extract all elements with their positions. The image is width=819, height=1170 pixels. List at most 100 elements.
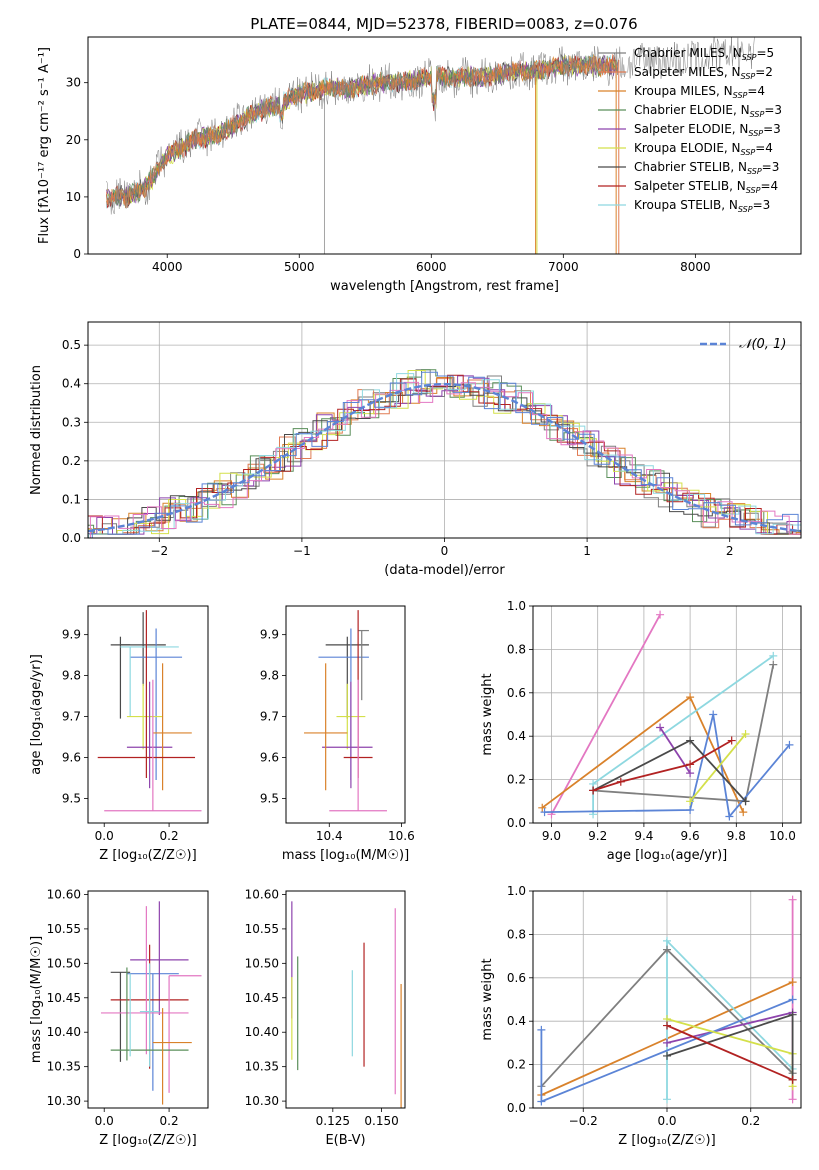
x-tick-label: 9.8 [727,829,746,843]
x-tick-label: 0.125 [316,1114,350,1128]
legend-entry: Chabrier MILES, NSSP=5 [634,46,774,62]
weight-marker [788,1095,797,1104]
axes-residuals: −2 −1 0 1 2 0.0 0.1 0.2 0.3 0.4 0.5 (data-model)/er… [29,321,802,578]
y-axis-label: Normed distribution [29,365,44,495]
y-axis-label: Flux [fλ10⁻¹⁷ erg cm⁻² s⁻¹ A⁻¹] [37,47,52,244]
y-tick-label: 10.50 [47,956,81,970]
y-tick-label: 0.5 [62,338,81,352]
y-tick-label: 0.2 [62,454,81,468]
y-tick-label: 9.5 [260,791,279,805]
plot-frame [285,605,406,824]
errorbar-point-6 [126,681,173,789]
x-tick-label: −0.2 [569,1114,598,1128]
x-tick-label: 0.2 [741,1114,760,1128]
y-tick-label: 10.50 [245,956,279,970]
y-tick-label: 10.55 [245,922,279,936]
x-tick-label: 6000 [416,260,447,274]
x-tick-label: 10.0 [769,829,796,843]
weight-marker [589,786,598,795]
plot-frame [532,605,802,824]
y-tick-label: 0.4 [62,377,81,391]
errorbar-point-5 [168,975,202,1093]
x-tick-label: 0.0 [95,1114,114,1128]
legend-entry: Kroupa ELODIE, NSSP=4 [634,141,773,157]
weight-series-6 [540,710,794,821]
y-tick-label: 9.9 [260,628,279,642]
weight-marker [769,660,778,669]
errorbar-point-7 [152,663,192,791]
y-tick-label: 0.8 [507,642,526,656]
y-tick-label: 10.30 [245,1094,279,1108]
legend-entry: 𝒩(0, 1) [739,337,786,352]
x-tick-label: 5000 [284,260,315,274]
y-tick-label: 9.6 [62,750,81,764]
y-tick-label: 9.7 [260,710,279,724]
y-tick-label: 10.60 [245,887,279,901]
weight-marker [540,808,549,817]
weight-marker [538,803,547,812]
weight-marker [663,1038,671,1047]
x-tick-label: 0 [441,544,449,558]
errorbar-point-3 [358,629,369,701]
x-tick-label: 0.0 [657,1114,676,1128]
errorbar-point-7 [139,963,160,1067]
y-tick-label: 10.55 [47,922,81,936]
x-axis-label: (data-model)/error [384,563,505,578]
y-tick-label: 0.4 [507,1014,526,1028]
weight-line [550,614,661,815]
residual-histogram-3 [88,377,801,535]
errorbar-point-3 [130,901,189,1015]
weight-marker [739,808,748,817]
x-tick-label: 8000 [680,260,711,274]
residual-histogram-8 [88,374,801,535]
weight-marker [663,936,671,945]
spectrum-line-3 [106,53,618,209]
spectrum-lines [106,37,755,254]
legend-entry: Salpeter STELIB, NSSP=4 [634,179,778,195]
residual-histogram-7 [88,384,801,535]
weight-line [592,655,774,815]
y-tick-label: 10.35 [47,1060,81,1074]
weight-marker [686,760,695,769]
x-tick-label: 9.6 [681,829,700,843]
figure-title: PLATE=0844, MJD=52378, FIBERID=0083, z=0… [250,15,637,33]
weight-marker [537,1025,546,1034]
y-axis-label: mass weight [480,673,495,755]
weight-marker [788,995,797,1004]
weight-marker [788,895,797,904]
weight-line [592,739,733,792]
errorbar-point-3 [130,628,183,781]
y-tick-label: 0.2 [507,1058,526,1072]
axes-spectrum: 4000 5000 6000 7000 8000 0 10 20 30 wavelength [A… [37,36,802,294]
x-axis-label: Z [log₁₀(Z/Z☉)] [99,848,196,863]
y-tick-label: 0.6 [507,971,526,985]
y-tick-label: 0.2 [507,773,526,787]
x-tick-label: 4000 [152,260,183,274]
errorbar-point-8 [97,610,196,778]
weight-marker [788,1010,797,1019]
y-tick-label: 10 [66,190,81,204]
x-tick-label: 0.0 [95,829,114,843]
y-tick-label: 9.8 [260,669,279,683]
legend-entry: Salpeter ELODIE, NSSP=3 [634,122,781,138]
weight-marker [663,1051,671,1060]
y-tick-label: 9.8 [62,669,81,683]
x-tick-label: 9.2 [588,829,607,843]
weight-marker [686,805,695,814]
residual-histogram-9 [88,373,801,538]
y-axis-label: age [log₁₀(age/yr)] [29,654,44,775]
y-tick-label: 1.0 [507,884,526,898]
weight-marker [686,736,695,745]
errorbar-point-9 [104,679,202,812]
weight-series-9 [663,1021,797,1084]
spectrum-line-1 [106,37,755,215]
y-tick-label: 0.0 [507,1101,526,1115]
weight-line [689,733,747,802]
weight-series-9 [589,736,736,795]
legend-entry: Chabrier STELIB, NSSP=3 [634,160,779,176]
x-tick-label: 10.6 [388,829,415,843]
y-axis-label: mass [log₁₀(M/M☉)] [29,936,44,1063]
x-axis-label: Z [log₁₀(Z/Z☉)] [99,1133,196,1148]
weight-marker [709,710,718,719]
